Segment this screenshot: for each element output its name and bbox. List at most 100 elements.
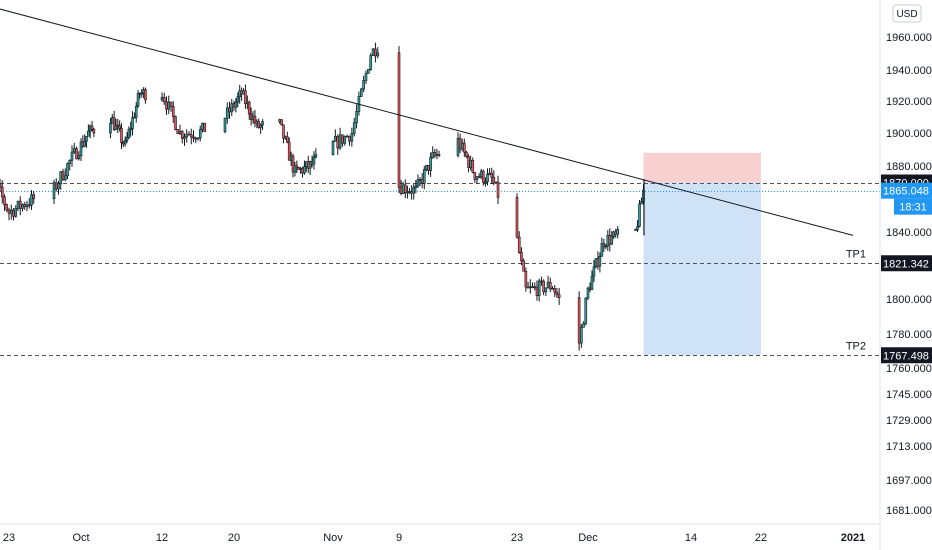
position-zones[interactable] <box>643 152 761 356</box>
candle <box>257 118 261 129</box>
candle <box>120 123 123 150</box>
candle-body <box>129 128 133 131</box>
candle <box>90 121 94 132</box>
candle <box>427 164 430 175</box>
candle <box>230 98 234 117</box>
candle-body <box>546 281 550 289</box>
candle-body <box>178 131 182 134</box>
candle <box>201 122 204 133</box>
candle-body <box>54 182 58 190</box>
candle <box>12 208 15 221</box>
candle-body <box>25 204 29 208</box>
candle-body <box>133 116 136 119</box>
candle-body <box>287 141 291 161</box>
candle-body <box>473 172 477 180</box>
candle <box>345 134 349 138</box>
candle <box>70 145 74 167</box>
candle-body <box>32 194 36 200</box>
price-tag-bg <box>881 255 932 272</box>
candle-body <box>350 133 354 142</box>
candle-body <box>401 184 405 194</box>
currency-badge[interactable]: USD <box>892 4 922 23</box>
candle-body <box>109 123 112 134</box>
candle-body <box>223 117 227 132</box>
candle <box>16 200 20 212</box>
candle <box>397 46 401 194</box>
countdown-bg <box>894 198 932 215</box>
candle-body <box>160 97 164 101</box>
candle-body <box>85 135 88 142</box>
candle <box>435 148 439 160</box>
candle <box>183 133 186 146</box>
candle <box>23 201 27 210</box>
candle-body <box>352 122 356 134</box>
level-name-label: TP1 <box>846 249 866 261</box>
candle <box>0 178 2 192</box>
candle-body <box>0 186 4 198</box>
trendline[interactable] <box>0 0 854 236</box>
candle-body <box>7 209 11 214</box>
candle-body <box>408 191 411 193</box>
candle-body <box>66 163 69 177</box>
candle <box>592 260 596 282</box>
candle-body <box>225 107 229 119</box>
candle <box>192 130 195 142</box>
candle-body <box>23 204 27 208</box>
candle <box>54 178 58 192</box>
candle <box>584 297 588 326</box>
candle <box>27 198 31 209</box>
candle <box>369 53 373 71</box>
candle <box>490 167 494 184</box>
price-axis[interactable]: 1960.000 1940.000 1920.000 1900.000 1880.000… <box>879 0 932 550</box>
candle-body <box>18 200 22 209</box>
candle-body <box>604 245 608 248</box>
candle <box>291 153 295 178</box>
candle <box>247 100 251 120</box>
time-tick-label: 22 <box>755 532 767 544</box>
candle <box>551 286 554 290</box>
candle <box>14 205 18 218</box>
candle-body <box>460 142 464 150</box>
candle <box>371 48 375 57</box>
candle <box>374 42 377 63</box>
candle <box>456 132 460 158</box>
candle-body <box>488 172 491 175</box>
price-tick-label: 1780.000 <box>886 329 932 341</box>
candle-body <box>336 136 340 149</box>
price-tick-label: 1697.000 <box>886 475 932 487</box>
candle <box>133 112 136 119</box>
candle <box>286 131 289 144</box>
candle <box>162 92 166 105</box>
candle-body <box>144 89 147 101</box>
candle <box>475 176 479 185</box>
candle <box>602 238 606 252</box>
candle-body <box>517 236 521 253</box>
candle-body <box>52 182 56 200</box>
candle-body <box>118 125 121 129</box>
time-axis[interactable]: 23 Oct 12 20 Nov 9 23 Dec 14 22 2021 <box>0 523 880 544</box>
candle <box>131 111 134 136</box>
time-tick-label: Nov <box>323 532 343 544</box>
candle-body <box>526 286 530 289</box>
candle <box>72 142 76 155</box>
candle <box>178 124 182 136</box>
candle-body <box>165 101 168 110</box>
candle-body <box>189 134 193 138</box>
candle-body <box>87 130 90 137</box>
candle-body <box>355 111 358 124</box>
candle <box>196 137 200 141</box>
candle <box>308 160 312 176</box>
candle-body <box>515 197 519 238</box>
candle-body <box>542 280 545 293</box>
candle-body <box>131 117 134 130</box>
price-tag-label: 1767.498 <box>883 350 929 362</box>
price-tag-label: 1821.342 <box>883 258 929 270</box>
candle <box>429 152 432 177</box>
candle-body <box>376 52 380 57</box>
candle-body <box>420 179 424 184</box>
candle-body <box>174 116 177 130</box>
resistance-trendline <box>0 8 854 236</box>
candle-body <box>176 129 180 134</box>
candle-body <box>63 175 67 180</box>
